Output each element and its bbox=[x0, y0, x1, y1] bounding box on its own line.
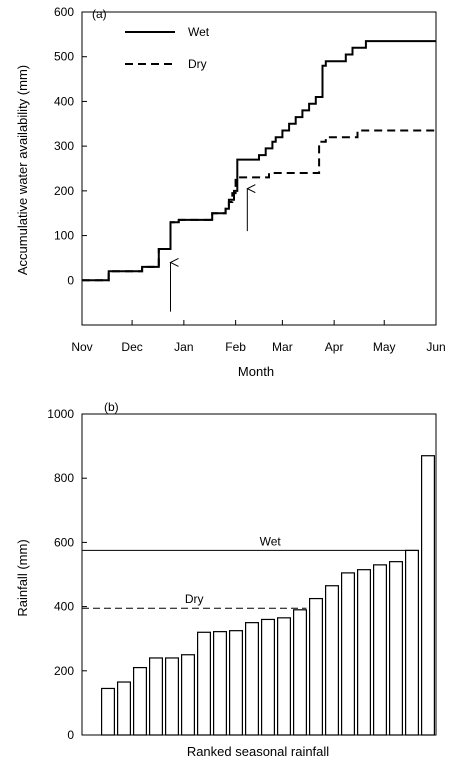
panel-a-label: (a) bbox=[92, 7, 107, 21]
bar bbox=[100, 687, 115, 736]
y-tick-label: 400 bbox=[54, 94, 74, 108]
bar bbox=[357, 569, 372, 736]
panel-b-y-axis-label: Rainfall (mm) bbox=[15, 539, 30, 616]
y-tick-label: 600 bbox=[54, 535, 74, 549]
y-tick-label: 500 bbox=[54, 50, 74, 64]
y-tick-label: 0 bbox=[67, 273, 74, 287]
x-tick-label: Feb bbox=[225, 340, 246, 354]
ref-label-dry: Dry bbox=[185, 592, 204, 606]
bar bbox=[261, 618, 276, 736]
panel-b-label: (b) bbox=[104, 400, 119, 414]
panel-a-y-axis-label: Accumulative water availability (mm) bbox=[15, 65, 30, 275]
y-tick-label: 200 bbox=[54, 664, 74, 678]
x-tick-label: Apr bbox=[325, 340, 344, 354]
y-tick-label: 0 bbox=[67, 728, 74, 742]
bar bbox=[197, 631, 212, 736]
panel-a-chart: (a) Accumulative water availability (mm)… bbox=[15, 5, 446, 379]
bar bbox=[181, 654, 196, 736]
series-dry-line bbox=[82, 129, 436, 282]
y-tick-label: 600 bbox=[54, 5, 74, 19]
bar bbox=[325, 585, 340, 736]
bar bbox=[245, 622, 260, 736]
bar bbox=[277, 617, 292, 736]
x-tick-label: Dec bbox=[121, 340, 142, 354]
bar bbox=[405, 549, 420, 736]
bar bbox=[309, 597, 324, 736]
y-tick-label: 800 bbox=[54, 471, 74, 485]
ref-label-wet: Wet bbox=[260, 534, 282, 548]
bar bbox=[149, 657, 164, 736]
bar bbox=[165, 657, 180, 736]
panel-a-legend: Wet Dry bbox=[125, 25, 210, 71]
y-tick-label: 400 bbox=[54, 600, 74, 614]
y-tick-label: 1000 bbox=[47, 407, 74, 421]
x-tick-label: Jun bbox=[426, 340, 445, 354]
panel-a-plot-frame bbox=[81, 11, 437, 326]
x-tick-label: Nov bbox=[71, 340, 92, 354]
y-tick-label: 100 bbox=[54, 229, 74, 243]
bar bbox=[116, 681, 131, 736]
series-wet-line bbox=[82, 40, 436, 282]
y-tick-label: 300 bbox=[54, 139, 74, 153]
x-tick-label: Jan bbox=[174, 340, 193, 354]
panel-b-chart: (b) Rainfall (mm) Ranked seasonal rainfa… bbox=[15, 400, 437, 759]
bar bbox=[229, 630, 244, 736]
x-tick-label: May bbox=[373, 340, 396, 354]
panel-a-x-axis-label: Month bbox=[238, 364, 274, 379]
panel-b-x-axis-label: Ranked seasonal rainfall bbox=[187, 744, 329, 759]
x-tick-label: Mar bbox=[272, 340, 293, 354]
bar bbox=[133, 666, 148, 736]
bar bbox=[421, 455, 436, 736]
legend-wet-label: Wet bbox=[188, 25, 210, 39]
bar bbox=[389, 561, 404, 736]
bar bbox=[213, 631, 228, 736]
bar bbox=[341, 572, 356, 736]
bar bbox=[373, 564, 388, 736]
legend-dry-label: Dry bbox=[188, 57, 207, 71]
bar bbox=[293, 609, 308, 736]
y-tick-label: 200 bbox=[54, 184, 74, 198]
